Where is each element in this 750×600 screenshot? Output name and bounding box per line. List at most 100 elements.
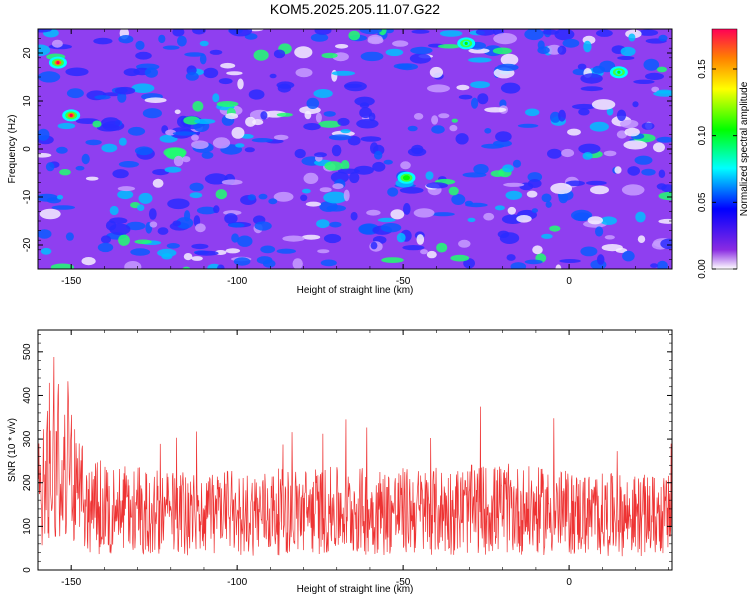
heatmap-cell [340,160,350,171]
heatmap-cell [112,169,129,179]
x-tick-label: -100 [227,276,247,287]
heatmap-cell [527,179,542,188]
heatmap-cell [591,99,616,110]
heatmap-cell [377,217,396,223]
heatmap-cell [468,57,492,63]
heatmap-cell [531,208,539,214]
snr-frame [37,329,673,571]
heatmap-cell [191,140,209,149]
spectrogram-x-ticks: -150 -100 -50 0 [37,29,669,287]
heatmap-cell [359,107,372,119]
heatmap-cell [93,37,113,45]
heatmap-cell [350,211,358,221]
heatmap-cell [449,124,458,132]
heatmap-cell [512,159,522,168]
heatmap-cell [658,169,666,178]
heatmap-cell [224,213,238,224]
heatmap-cell [437,44,461,49]
heatmap-cell [541,193,552,203]
heatmap-cell [130,248,151,256]
heatmap-cell [658,191,672,201]
heatmap-cell [348,30,361,41]
heatmap-peaks [48,37,628,184]
heatmap-cell [524,29,544,41]
heatmap-cell [220,62,236,69]
heatmap-cell [319,201,338,212]
heatmap-cell [194,118,216,124]
heatmap-texture [38,29,672,269]
heatmap-cell [580,86,603,92]
y-tick-label: 0 [22,567,33,573]
heatmap-cell [182,266,191,269]
heatmap-cell [367,34,383,44]
heatmap-cell [427,84,450,93]
heatmap-cell [614,166,622,174]
colorbar-tick-label: 0.05 [697,192,708,212]
heatmap-cell [201,151,214,159]
heatmap-cell [199,40,209,47]
heatmap-cell [374,150,383,160]
heatmap-cell [292,258,303,269]
heatmap-cell [343,189,350,202]
heatmap-cell [621,184,645,196]
heatmap-cell [185,72,199,81]
heatmap-cell [495,131,512,143]
heatmap-cell [100,117,121,129]
heatmap-cell [51,205,75,210]
heatmap-cell [510,262,527,269]
heatmap-cell [656,89,672,94]
heatmap-cell [273,191,294,202]
heatmap-cell [559,259,581,263]
heatmap-cell [458,239,471,248]
colorbar-tick-label: 0.00 [697,259,708,279]
heatmap-cell [660,238,672,249]
heatmap-cell [135,51,152,60]
heatmap-cell [182,156,191,163]
heatmap-cell [38,153,52,158]
heatmap-cell [149,221,158,228]
heatmap-cell [439,30,463,37]
heatmap-cell [57,122,76,130]
heatmap-cell [248,89,265,100]
x-tick-label: -150 [61,276,81,287]
heatmap-cell [370,142,379,154]
heatmap-cell [628,33,636,42]
heatmap-cell [268,198,278,205]
heatmap-cell [172,131,197,136]
heatmap-cell [627,166,640,176]
heatmap-cell [426,182,448,189]
heatmap-cell [269,73,277,79]
heatmap-cell [318,120,342,128]
heatmap-cell [199,53,207,65]
snr-x-ticks: -150 -100 -50 0 [37,330,669,588]
heatmap-cell [448,186,459,196]
x-tick-label: -50 [396,276,411,287]
heatmap-cell [225,113,239,120]
heatmap-cell [492,47,512,55]
heatmap-cell [194,250,219,256]
heatmap-cell [633,79,655,85]
heatmap-cell [244,147,255,153]
heatmap-cell [317,249,330,254]
heatmap-cell [164,166,182,173]
heatmap-cell [577,63,587,70]
heatmap-cell [381,257,404,263]
heatmap-cell [402,245,425,251]
heatmap-cell [467,217,476,223]
heatmap-cell [484,107,507,113]
heatmap-cell [40,247,52,255]
colorbar: 0.00 0.05 0.10 0.15 Normalized spectral amp… [697,28,750,279]
heatmap-cell [532,245,543,255]
heatmap-cell [606,107,614,116]
heatmap-cell [656,260,668,269]
heatmap-cell [617,56,635,60]
heatmap-cell [134,239,152,245]
heatmap-cell [173,155,184,167]
heatmap-cell [335,44,349,49]
heatmap-cell [225,248,241,254]
colorbar-tick-label: 0.10 [697,125,708,145]
heatmap-cell [503,182,525,187]
y-tick-label: 0 [22,146,33,152]
heatmap-cell [347,135,361,146]
heatmap-cell [555,264,562,269]
